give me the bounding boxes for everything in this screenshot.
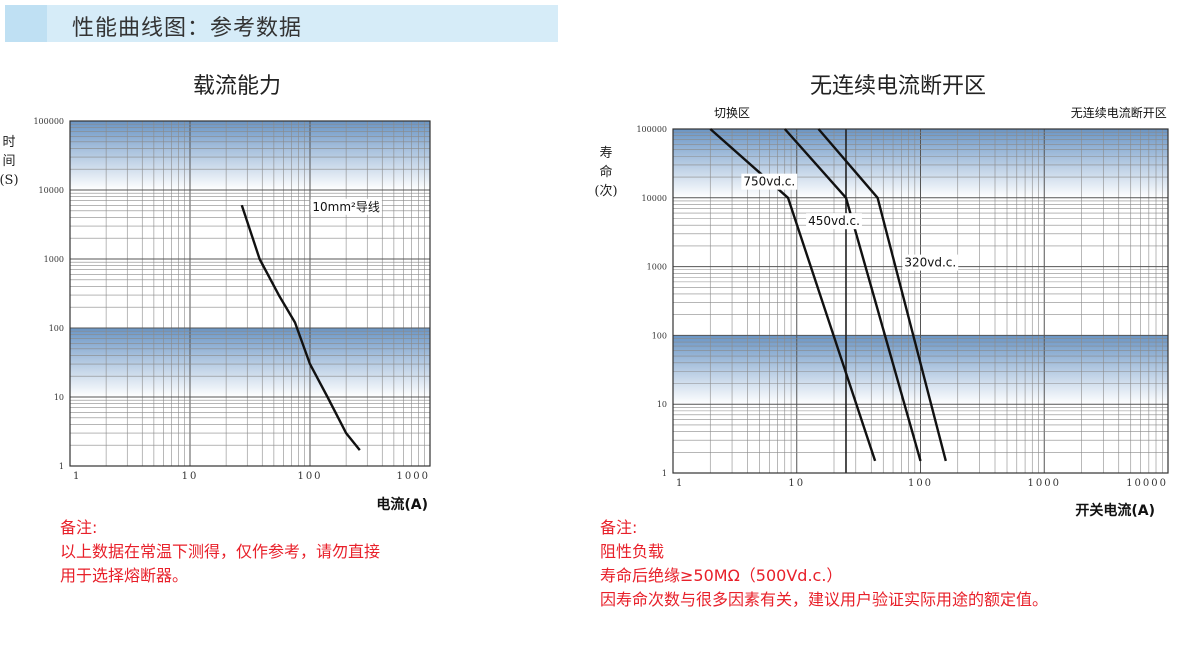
y-tick-label: 1000 — [44, 255, 64, 264]
x-axis-label: 开关电流(A) — [1075, 502, 1155, 519]
annotation-background — [712, 104, 753, 121]
note-line: 备注: — [600, 518, 638, 537]
x-tick-label: 1000 — [397, 471, 430, 482]
y-tick-label: 10000 — [642, 194, 667, 203]
section-title: 性能曲线图：参考数据 — [72, 16, 303, 41]
y-axis-label: (次) — [594, 183, 617, 199]
annotation-background — [310, 198, 382, 215]
x-tick-label: 100 — [908, 478, 933, 489]
x-tick-label: 1 — [73, 471, 81, 482]
annotation-label: 750vd.c. — [743, 175, 795, 189]
chart2-notes: 备注: 阻性负载 寿命后绝缘≥50MΩ（500Vd.c.） 因寿命次数与很多因素… — [600, 516, 1048, 612]
y-tick-label: 1 — [662, 469, 667, 478]
series-line — [817, 128, 947, 462]
annotation-label: 320vd.c. — [904, 256, 956, 270]
y-axis-label: 命 — [599, 164, 612, 180]
y-axis-label: (S) — [0, 173, 19, 188]
note-line: 阻性负载 — [600, 542, 665, 561]
series-line — [783, 128, 922, 462]
series-line — [709, 128, 877, 462]
chart1-title: 载流能力 — [193, 74, 282, 99]
y-axis-label: 间 — [2, 154, 15, 169]
y-tick-label: 10 — [54, 393, 64, 402]
series-line — [240, 204, 361, 451]
y-axis-label: 寿 — [599, 146, 612, 161]
y-tick-label: 100000 — [636, 125, 667, 134]
annotation-background — [806, 213, 862, 230]
note-line: 因寿命次数与很多因素有关，建议用户验证实际用途的额定值。 — [600, 590, 1049, 609]
note-line: 用于选择熔断器。 — [60, 566, 189, 585]
x-tick-label: 10 — [788, 478, 805, 489]
y-tick-label: 1 — [59, 462, 64, 471]
plot-frame — [69, 120, 431, 467]
plot-frame — [672, 128, 1169, 474]
shaded-band — [70, 121, 430, 190]
annotation-background — [902, 254, 959, 271]
y-tick-label: 10 — [657, 400, 667, 409]
x-tick-label: 100 — [297, 471, 322, 482]
y-tick-label: 10000 — [39, 186, 64, 195]
annotation-label: 10mm²导线 — [312, 200, 379, 214]
header-accent — [5, 5, 47, 42]
chart1-notes: 备注: 以上数据在常温下测得，仅作参考，请勿直接 用于选择熔断器。 — [60, 516, 380, 588]
shaded-band — [70, 328, 430, 397]
x-tick-label: 10 — [182, 471, 199, 482]
section-header: 性能曲线图：参考数据 — [5, 5, 558, 42]
chart2-title: 无连续电流断开区 — [810, 74, 987, 99]
annotation-background — [741, 173, 798, 190]
y-tick-label: 100 — [49, 324, 64, 333]
y-tick-label: 1000 — [647, 263, 667, 272]
y-tick-label: 100 — [652, 331, 667, 340]
x-tick-label: 10000 — [1126, 478, 1168, 489]
note-line: 寿命后绝缘≥50MΩ（500Vd.c.） — [600, 566, 843, 585]
note-line: 以上数据在常温下测得，仅作参考，请勿直接 — [60, 542, 381, 561]
note-line: 备注: — [60, 518, 98, 537]
y-tick-label: 100000 — [33, 117, 64, 126]
x-axis-label: 电流(A) — [376, 496, 428, 513]
annotation-label: 无连续电流断开区 — [1071, 105, 1167, 120]
x-tick-label: 1 — [676, 478, 684, 489]
x-tick-label: 1000 — [1028, 478, 1061, 489]
annotation-label: 切换区 — [714, 106, 750, 120]
annotation-label: 450vd.c. — [808, 214, 860, 228]
annotation-background — [1068, 103, 1169, 121]
y-axis-label: 时 — [2, 135, 15, 150]
